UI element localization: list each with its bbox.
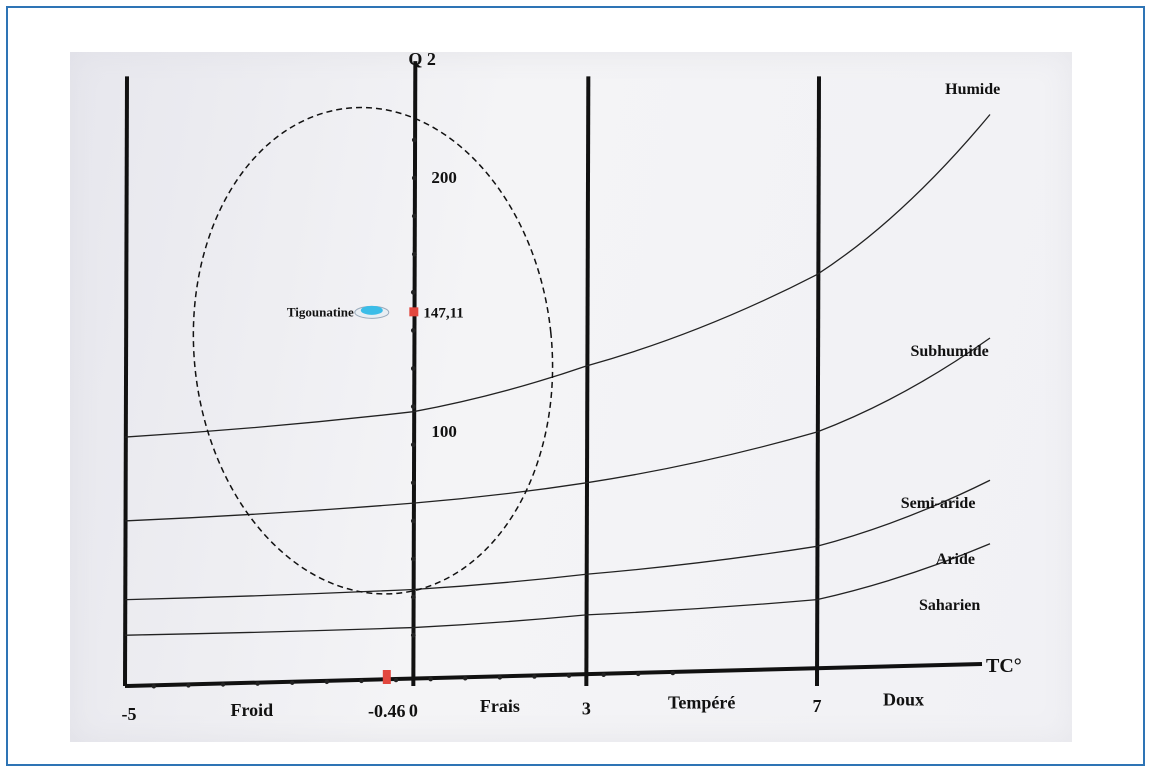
chart-photo <box>70 52 1072 742</box>
bioclimate-label-3: Aride <box>936 551 975 568</box>
y-axis-dot <box>410 556 416 562</box>
y-axis-dot <box>410 480 416 486</box>
bioclimate-label-2: Semi-aride <box>901 495 976 512</box>
y-axis-dot <box>410 442 416 448</box>
x-axis-dot <box>359 678 364 684</box>
x-axis-dot <box>566 673 572 678</box>
boundary-aride <box>124 543 991 636</box>
y-axis-dot <box>410 289 416 295</box>
x-tick-label-3: 3 <box>582 699 591 719</box>
x-axis-dot <box>324 679 330 685</box>
y-axis-dot <box>410 404 416 409</box>
x-axis-dot <box>601 672 606 678</box>
y-axis-dot <box>411 251 417 257</box>
y-tick-label-1: 100 <box>431 422 457 441</box>
y-tick-label-0: 200 <box>431 168 457 187</box>
y-axis-dot <box>410 328 416 333</box>
boundary-semi-aride <box>124 479 991 601</box>
x-axis-dot <box>255 681 260 686</box>
x-tick-label-2: 0 <box>409 701 418 721</box>
vertical-line-3 <box>815 76 821 687</box>
y-axis-dot <box>410 594 416 600</box>
y-axis-dot <box>410 518 416 524</box>
station-value-marker <box>409 307 419 317</box>
y-axis-dot <box>410 632 416 638</box>
photo-shading <box>70 52 1072 742</box>
x-axis-dot <box>393 677 399 683</box>
x-axis-label: TC° <box>986 655 1022 677</box>
x-axis-dot <box>290 680 295 685</box>
x-axis-dot <box>636 671 641 677</box>
y-axis-dot <box>410 366 416 371</box>
zone-label-frais: Frais <box>480 696 520 716</box>
x-marker <box>382 670 391 684</box>
y-axis-dot <box>411 175 417 181</box>
bioclimate-label-4: Saharien <box>919 597 980 614</box>
x-axis-dot <box>186 683 191 688</box>
vertical-line-2 <box>584 76 591 687</box>
x-tick-label-1: -0.46 <box>368 701 406 721</box>
zone-label-tempéré: Tempéré <box>668 693 735 713</box>
x-tick-label-4: 7 <box>813 696 822 716</box>
boundary-humide <box>124 114 991 438</box>
x-axis <box>124 662 983 688</box>
x-axis-dot <box>428 677 433 682</box>
vertical-line-1 <box>411 61 418 687</box>
x-tick-label-0: -5 <box>122 704 137 724</box>
zone-label-doux: Doux <box>883 689 924 709</box>
x-axis-dot <box>151 684 157 689</box>
bioclimate-label-0: Humide <box>945 81 1000 98</box>
x-axis-dot <box>532 674 537 679</box>
station-ellipse <box>192 106 554 595</box>
vertical-line-0 <box>123 76 129 687</box>
bioclimate-label-1: Subhumide <box>911 343 989 360</box>
station-marker <box>360 305 383 315</box>
y-axis-dot <box>411 137 417 143</box>
x-axis-dot <box>220 682 226 687</box>
station-value-label: 147,11 <box>423 305 463 321</box>
x-axis-dot <box>670 670 676 676</box>
zone-label-froid: Froid <box>231 700 274 720</box>
y-axis-dot <box>411 213 417 219</box>
x-axis-dot <box>463 676 468 681</box>
y-axis-label: Q 2 <box>408 49 436 69</box>
station-name: Tigounatine <box>287 304 354 319</box>
x-axis-dot <box>497 675 503 680</box>
boundary-subhumide <box>124 337 991 522</box>
